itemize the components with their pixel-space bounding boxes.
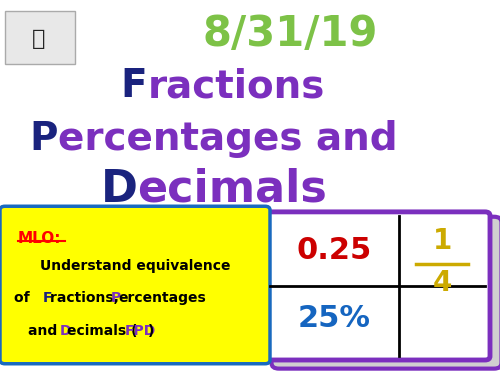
Text: ecimals: ecimals	[138, 168, 328, 211]
Text: FPD: FPD	[125, 324, 156, 338]
Text: F: F	[121, 67, 148, 105]
Text: P: P	[111, 291, 121, 304]
Text: ⛪: ⛪	[32, 29, 46, 50]
Text: ractions,: ractions,	[50, 291, 124, 304]
Text: 4: 4	[432, 269, 452, 297]
FancyBboxPatch shape	[0, 206, 270, 364]
Text: 0.25: 0.25	[297, 236, 372, 265]
FancyBboxPatch shape	[265, 212, 490, 360]
Text: ercentages and: ercentages and	[58, 120, 397, 158]
Text: 1: 1	[432, 227, 452, 255]
Text: Understand equivalence: Understand equivalence	[40, 259, 230, 273]
Text: D: D	[60, 324, 72, 338]
Text: ractions: ractions	[148, 67, 325, 105]
FancyBboxPatch shape	[272, 217, 500, 369]
Text: P: P	[29, 120, 58, 158]
Bar	[5, 11, 75, 64]
Text: MLO:: MLO:	[18, 231, 61, 246]
Text: ecimals (: ecimals (	[67, 324, 138, 338]
Text: F: F	[42, 291, 52, 304]
Text: ercentages: ercentages	[118, 291, 206, 304]
Text: ): )	[148, 324, 154, 338]
Text: of: of	[14, 291, 34, 304]
Text: and: and	[28, 324, 62, 338]
Text: D: D	[100, 168, 138, 211]
Text: 8/31/19: 8/31/19	[202, 13, 378, 55]
Text: 25%: 25%	[298, 304, 371, 333]
